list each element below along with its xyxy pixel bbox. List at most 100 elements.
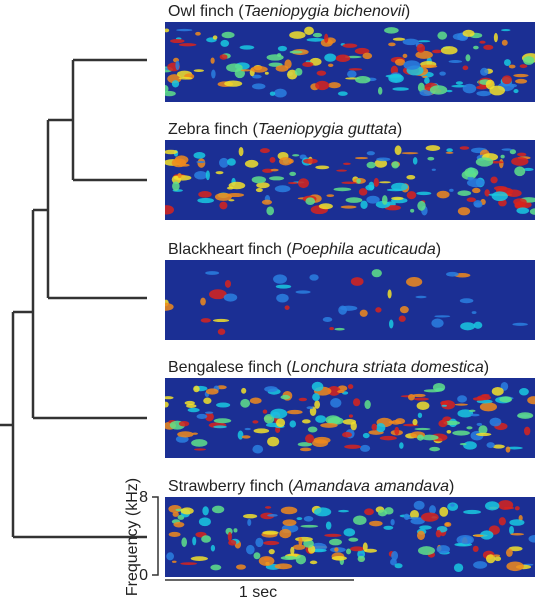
spectrogram-blob bbox=[212, 35, 218, 40]
spectrogram-blob bbox=[320, 38, 333, 47]
spectrogram-blob bbox=[425, 145, 441, 152]
spectrogram-blob bbox=[362, 542, 368, 552]
spectrogram-blob bbox=[175, 60, 180, 71]
spectrogram-blob bbox=[509, 149, 517, 155]
spectrogram bbox=[165, 140, 535, 220]
spectrogram-blob bbox=[390, 518, 395, 526]
spectrogram-blob bbox=[347, 70, 357, 78]
spectrogram-blob bbox=[194, 448, 207, 451]
spectrogram-blob bbox=[312, 32, 323, 38]
spectrogram-blob bbox=[460, 322, 476, 331]
spectrogram-blob bbox=[326, 194, 335, 197]
spectrogram-blob bbox=[324, 53, 337, 62]
spectrogram-blob bbox=[431, 168, 436, 171]
spectrogram-blob bbox=[309, 274, 319, 281]
spectrogram-blob bbox=[491, 191, 508, 202]
spectrogram-blob bbox=[414, 427, 431, 431]
spectrogram-blob bbox=[420, 434, 439, 441]
scientific-name: Lonchura striata domestica bbox=[292, 359, 484, 376]
spectrogram-blob bbox=[390, 420, 402, 425]
spectrogram-blob bbox=[439, 71, 446, 76]
spectrogram-blob bbox=[338, 305, 348, 315]
spectrogram-blob bbox=[251, 176, 267, 184]
spectrogram-blob bbox=[473, 561, 488, 569]
spectrogram-blob bbox=[501, 75, 512, 85]
spectrogram-blob bbox=[264, 386, 278, 393]
spectrogram-blob bbox=[184, 400, 195, 406]
spectrogram-blob bbox=[192, 536, 197, 546]
spectrogram-blob bbox=[203, 397, 212, 404]
spectrogram-blob bbox=[205, 271, 220, 275]
spectrogram-blob bbox=[287, 181, 298, 185]
spectrogram-blob bbox=[410, 518, 425, 525]
spectrogram-blob bbox=[513, 198, 527, 206]
spectrogram-blob bbox=[284, 305, 290, 310]
spectrogram-blob bbox=[297, 442, 313, 447]
spectrogram-blob bbox=[273, 88, 287, 98]
spectrogram-blob bbox=[485, 554, 496, 564]
spectrogram-blob bbox=[416, 191, 432, 196]
spectrogram-blob bbox=[379, 435, 397, 441]
spectrogram-blob bbox=[424, 77, 430, 85]
spectrogram-blob bbox=[289, 171, 297, 176]
spectrogram-blob bbox=[490, 176, 498, 184]
spectrogram-blob bbox=[417, 82, 425, 93]
spectrogram-blob bbox=[391, 182, 409, 191]
spectrogram-blob bbox=[195, 31, 201, 36]
spectrogram-blob bbox=[463, 509, 482, 515]
spectrogram-blob bbox=[165, 90, 176, 97]
spectrogram-blob bbox=[362, 52, 373, 60]
spectrogram-blob bbox=[172, 511, 179, 517]
spectrogram-blob bbox=[398, 315, 406, 322]
spectrogram-blob bbox=[472, 187, 481, 194]
spectrogram-blob bbox=[516, 207, 530, 214]
spectrogram-blob bbox=[205, 388, 219, 395]
scientific-name: Taeniopygia bichenovii bbox=[244, 3, 406, 20]
spectrogram-blob bbox=[350, 546, 365, 552]
species-label: Zebra finch (Taeniopygia guttata) bbox=[168, 121, 402, 138]
spectrogram-blob bbox=[240, 398, 251, 408]
spectrogram-blob bbox=[509, 83, 518, 88]
spectrogram-blob bbox=[364, 400, 371, 410]
spectrogram-blob bbox=[240, 69, 251, 72]
spectrogram-blob bbox=[210, 564, 222, 571]
spectrogram-blob bbox=[466, 426, 473, 430]
spectrogram-blob bbox=[171, 80, 180, 88]
spectrogram-blob bbox=[505, 548, 513, 557]
spectrogram-blob bbox=[213, 318, 230, 323]
spectrogram-blob bbox=[172, 181, 180, 191]
spectrogram-blob bbox=[276, 418, 286, 428]
spectrogram-blob bbox=[459, 298, 474, 304]
spectrogram-blob bbox=[485, 79, 495, 90]
spectrogram-blob bbox=[484, 501, 500, 511]
spectrogram-blob bbox=[500, 382, 509, 391]
spectrogram-blob bbox=[176, 28, 193, 32]
spectrogram-blob bbox=[514, 506, 520, 511]
spectrogram-blob bbox=[289, 50, 303, 54]
axis-label: Frequency (kHz) bbox=[124, 478, 141, 596]
spectrogram-blob bbox=[337, 91, 348, 96]
spectrogram-blob bbox=[512, 322, 528, 326]
spectrogram-blob bbox=[473, 200, 483, 208]
spectrogram-blob bbox=[501, 39, 508, 46]
spectrogram-blob bbox=[200, 297, 206, 306]
spectrogram-blob bbox=[350, 277, 364, 286]
spectrogram-blob bbox=[348, 68, 363, 71]
spectrogram-blob bbox=[338, 509, 349, 513]
spectrogram-blob bbox=[359, 309, 368, 317]
spectrogram-blob bbox=[392, 37, 406, 41]
spectrogram-blob bbox=[204, 412, 214, 422]
spectrogram-blob bbox=[353, 515, 367, 525]
spectrogram-blob bbox=[340, 205, 357, 209]
spectrogram-blob bbox=[417, 200, 426, 211]
spectrogram-blob bbox=[197, 158, 206, 168]
common-name: Strawberry finch ( bbox=[168, 478, 294, 495]
spectrogram-blob bbox=[198, 517, 211, 527]
spectrogram-blob bbox=[498, 517, 506, 526]
spectrogram-blob bbox=[219, 201, 228, 210]
spectrogram-blob bbox=[366, 151, 375, 156]
spectrogram-blob bbox=[252, 420, 259, 424]
spectrogram-blob bbox=[246, 544, 255, 555]
tick-label: 0 bbox=[139, 567, 148, 584]
spectrogram-blob bbox=[394, 426, 400, 436]
